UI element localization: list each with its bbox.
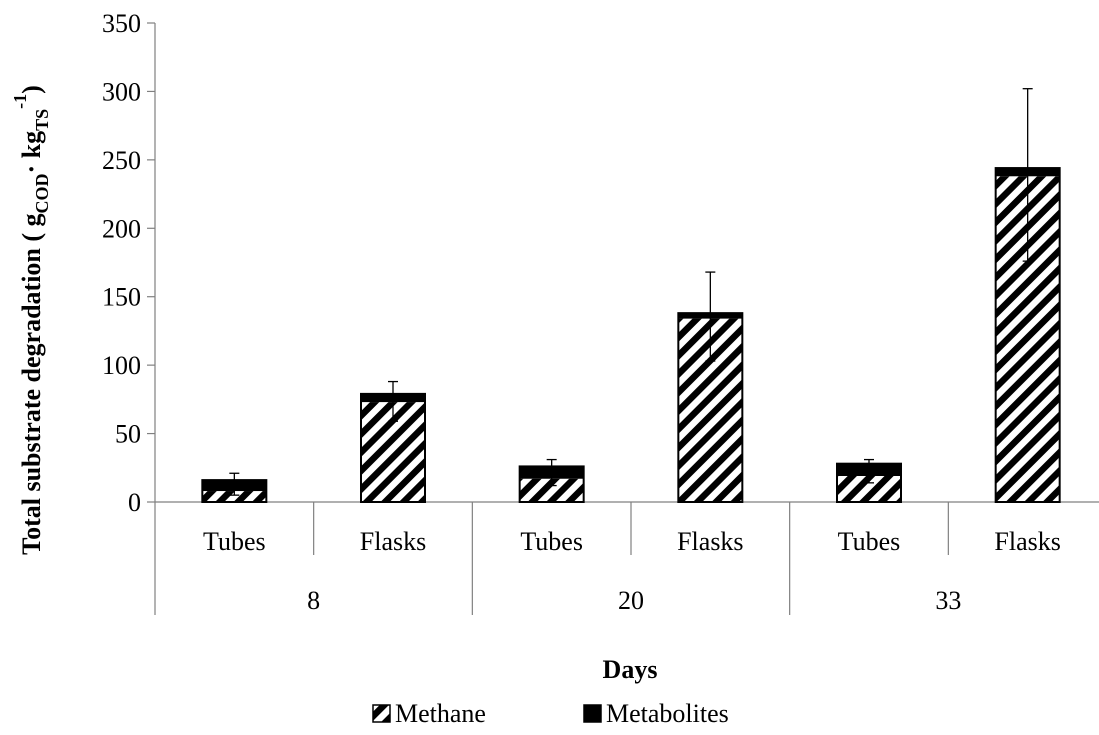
x-axis: Tubes Flasks Tubes Flasks Tubes Flasks 8 20 33 xyxy=(154,501,1099,615)
group-label: 33 xyxy=(935,586,961,615)
y-tick-label: 50 xyxy=(115,420,141,449)
legend: Methane Metabolites xyxy=(372,699,729,728)
legend-swatch-metabolites xyxy=(583,704,602,723)
bar-methane xyxy=(202,491,267,502)
y-tick-label: 300 xyxy=(102,77,141,106)
x-axis-title: Days xyxy=(603,655,658,684)
legend-label-metabolites: Metabolites xyxy=(606,699,729,728)
y-tick-label: 0 xyxy=(128,488,141,517)
legend-label-methane: Methane xyxy=(395,699,486,728)
category-label: Flasks xyxy=(360,527,426,556)
y-tick-label: 200 xyxy=(102,214,141,243)
y-tick-label: 150 xyxy=(102,283,141,312)
category-label: Tubes xyxy=(520,527,583,556)
category-label: Flasks xyxy=(994,527,1060,556)
category-label: Flasks xyxy=(677,527,743,556)
y-tick-label: 350 xyxy=(102,9,141,38)
group-label: 20 xyxy=(618,586,644,615)
group-label: 8 xyxy=(307,586,320,615)
y-axis-title: Total substrate degradation ( gCOD· kgTS… xyxy=(10,85,52,555)
y-tick-label: 100 xyxy=(102,351,141,380)
category-label: Tubes xyxy=(203,527,266,556)
category-label: Tubes xyxy=(838,527,901,556)
legend-swatch-methane xyxy=(372,704,391,723)
y-tick-label: 250 xyxy=(102,146,141,175)
y-axis: 0 50 100 150 200 250 300 350 xyxy=(102,9,156,517)
bar-methane xyxy=(519,478,584,502)
bars xyxy=(201,167,1061,503)
error-bars xyxy=(229,88,1033,496)
